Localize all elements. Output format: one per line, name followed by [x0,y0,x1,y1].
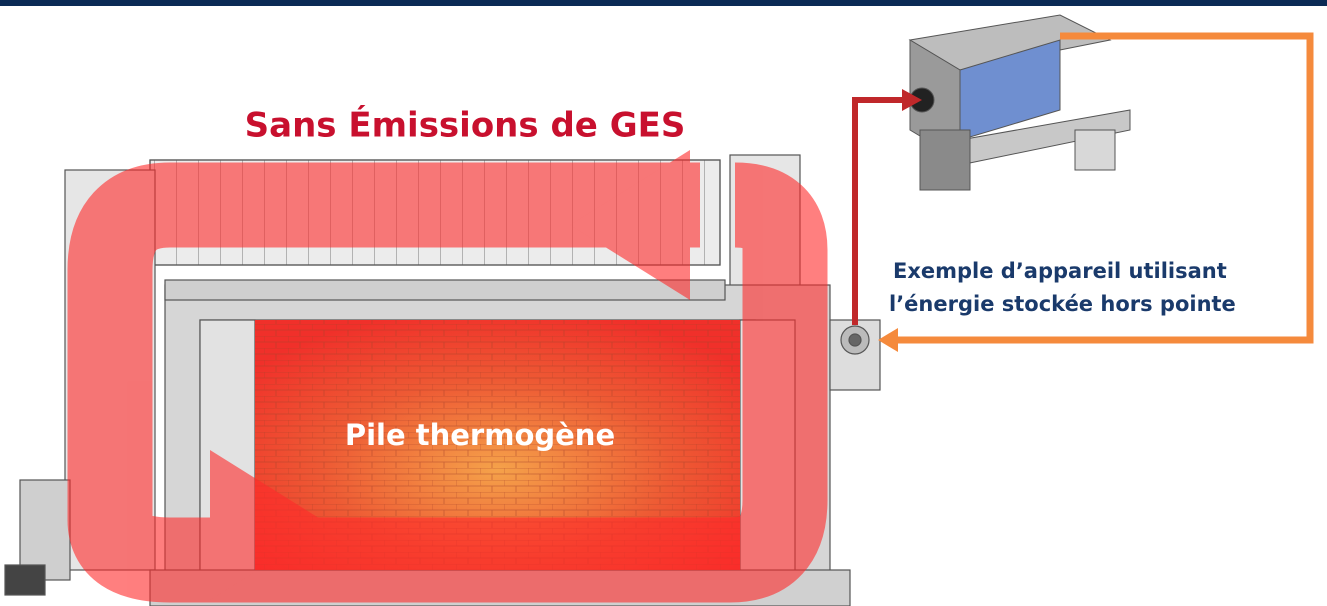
device-caption: Exemple d’appareil utilisant [893,259,1227,283]
diagram: Sans Émissions de GES Pile thermogène Ex… [0,0,1327,606]
device-image [910,15,1130,190]
top-bar [0,0,1327,6]
device-caption: l’énergie stockée hors pointe [889,292,1236,316]
title: Sans Émissions de GES [245,105,686,146]
pile-label: Pile thermogène [345,418,615,452]
page: Sans Émissions de GES Pile thermogène Ex… [0,0,1327,606]
